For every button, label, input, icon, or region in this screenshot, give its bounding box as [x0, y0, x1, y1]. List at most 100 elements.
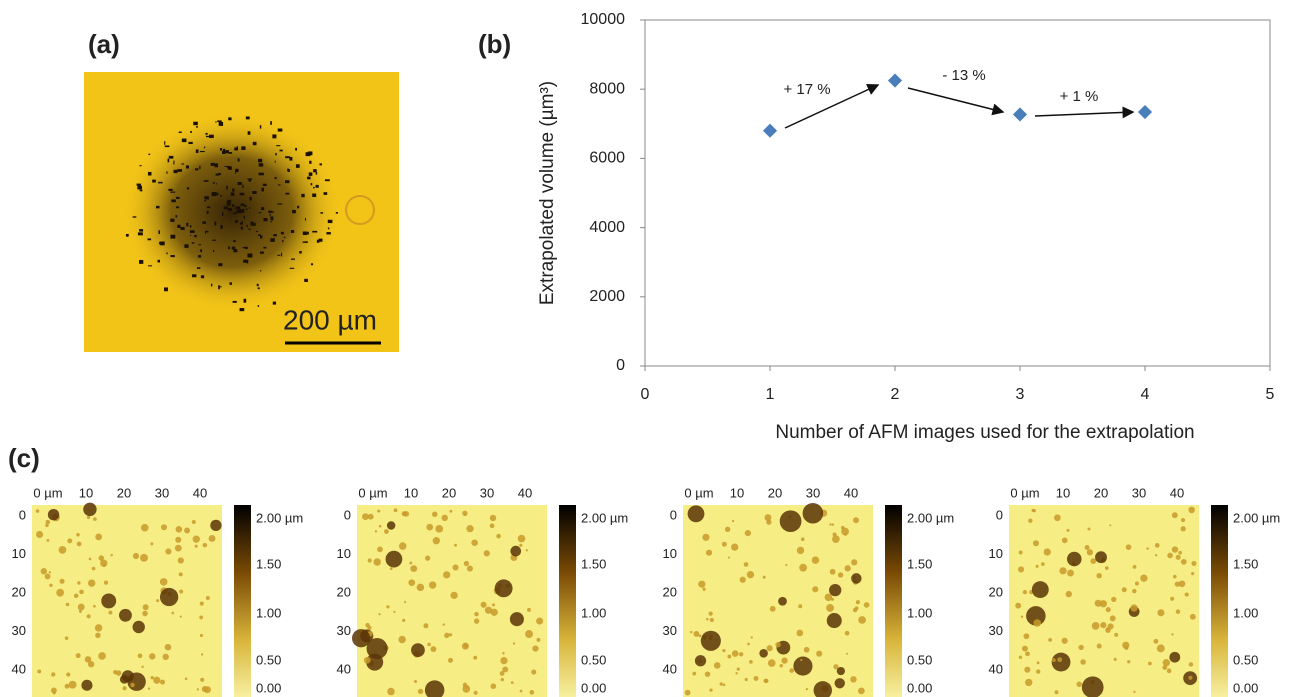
- speckle: [258, 234, 261, 237]
- afm-particle: [781, 657, 788, 664]
- speckle: [297, 205, 300, 209]
- afm-particle: [1080, 659, 1086, 665]
- speckle: [196, 126, 198, 128]
- afm-particle: [731, 650, 739, 657]
- afm-particle: [832, 535, 840, 543]
- afm-y-tick-label: 0: [344, 507, 351, 522]
- speckle: [232, 204, 235, 207]
- afm-particle: [496, 533, 501, 539]
- speckle: [215, 173, 220, 176]
- afm-particle: [1189, 613, 1196, 620]
- afm-particle: [749, 659, 753, 664]
- scale-bar-label: 200 µm: [283, 304, 377, 335]
- speckle: [170, 218, 175, 222]
- afm-particle: [385, 550, 403, 568]
- afm-particle: [200, 677, 205, 682]
- speckle: [164, 287, 168, 292]
- afm-panel: 0 µm 10 20 30 40 0 10 20 30 40 2.00 µm 1.50 1.00 0.50…: [989, 485, 1280, 697]
- speckle: [214, 221, 217, 226]
- afm-particle: [425, 555, 431, 561]
- speckle: [268, 210, 272, 213]
- x-tick-label: 0: [641, 386, 650, 403]
- afm-particle: [833, 664, 839, 670]
- speckle: [335, 212, 338, 214]
- afm-x-tick-label: 40: [844, 485, 858, 500]
- afm-particle: [393, 508, 398, 513]
- speckle: [306, 231, 309, 235]
- speckle: [223, 206, 229, 210]
- y-axis-label: Extrapolated volume (µm³): [537, 81, 558, 305]
- speckle: [226, 185, 228, 190]
- speckle: [247, 253, 253, 258]
- colorbar-tick-label: 0.00: [907, 680, 932, 695]
- speckle: [307, 176, 311, 180]
- afm-particle: [191, 519, 196, 525]
- afm-particle: [1169, 651, 1181, 663]
- speckle: [312, 193, 317, 198]
- afm-particle: [851, 559, 858, 566]
- afm-particle: [490, 608, 498, 616]
- afm-particle: [137, 653, 143, 659]
- afm-particle: [1035, 564, 1039, 568]
- speckle: [212, 182, 215, 184]
- afm-particle: [147, 687, 151, 690]
- speckle: [139, 229, 144, 232]
- afm-particle: [409, 561, 413, 565]
- afm-particle: [525, 549, 529, 552]
- speckle: [176, 196, 180, 200]
- afm-particle: [826, 604, 834, 612]
- afm-particle: [1184, 592, 1189, 597]
- micrograph: 200 µm: [84, 72, 399, 352]
- afm-particle: [826, 613, 842, 629]
- afm-particle: [426, 523, 434, 531]
- afm-particle: [1134, 581, 1139, 586]
- afm-particle: [192, 535, 200, 543]
- afm-particle: [1125, 544, 1132, 550]
- speckle: [310, 183, 313, 186]
- afm-particle: [1105, 627, 1111, 633]
- afm-particle: [52, 691, 56, 695]
- speckle: [178, 131, 182, 134]
- afm-particle: [779, 664, 783, 668]
- speckle: [232, 188, 235, 192]
- afm-particle: [692, 671, 697, 676]
- afm-particle: [463, 643, 469, 648]
- afm-particle: [700, 630, 721, 651]
- afm-particle: [35, 530, 44, 539]
- afm-x-tick-label: 30: [480, 485, 494, 500]
- speckle: [319, 163, 322, 166]
- speckle: [275, 152, 277, 156]
- x-tick-label: 4: [1141, 386, 1150, 403]
- afm-particle: [1100, 621, 1107, 629]
- afm-particle: [766, 519, 772, 525]
- y-tick-label: 10000: [581, 11, 626, 28]
- speckle: [258, 172, 264, 176]
- afm-particle: [1188, 662, 1194, 667]
- afm-particle: [529, 690, 535, 695]
- afm-particle: [1090, 558, 1097, 564]
- afm-particle: [743, 562, 749, 567]
- speckle: [304, 217, 307, 221]
- afm-particle: [739, 576, 746, 583]
- afm-particle: [1048, 638, 1053, 642]
- afm-particle: [435, 524, 444, 533]
- speckle: [184, 244, 189, 248]
- afm-particle: [1154, 543, 1160, 548]
- afm-particle: [1096, 573, 1102, 579]
- speckle: [191, 242, 195, 244]
- afm-particle: [1178, 580, 1186, 588]
- colorbar-tick-label: 0.50: [907, 652, 932, 667]
- afm-particle: [802, 502, 824, 524]
- speckle: [313, 169, 317, 173]
- speckle: [241, 146, 246, 150]
- colorbar-tick-label: 1.00: [256, 605, 281, 620]
- speckle: [216, 183, 218, 185]
- afm-particle: [1091, 621, 1100, 630]
- colorbar-tick-label: 1.50: [907, 556, 932, 571]
- afm-particle: [759, 649, 768, 658]
- annotation: - 13 %: [942, 67, 985, 84]
- speckle: [204, 232, 206, 234]
- speckle: [218, 121, 224, 126]
- speckle: [247, 131, 251, 135]
- afm-particle: [830, 597, 834, 601]
